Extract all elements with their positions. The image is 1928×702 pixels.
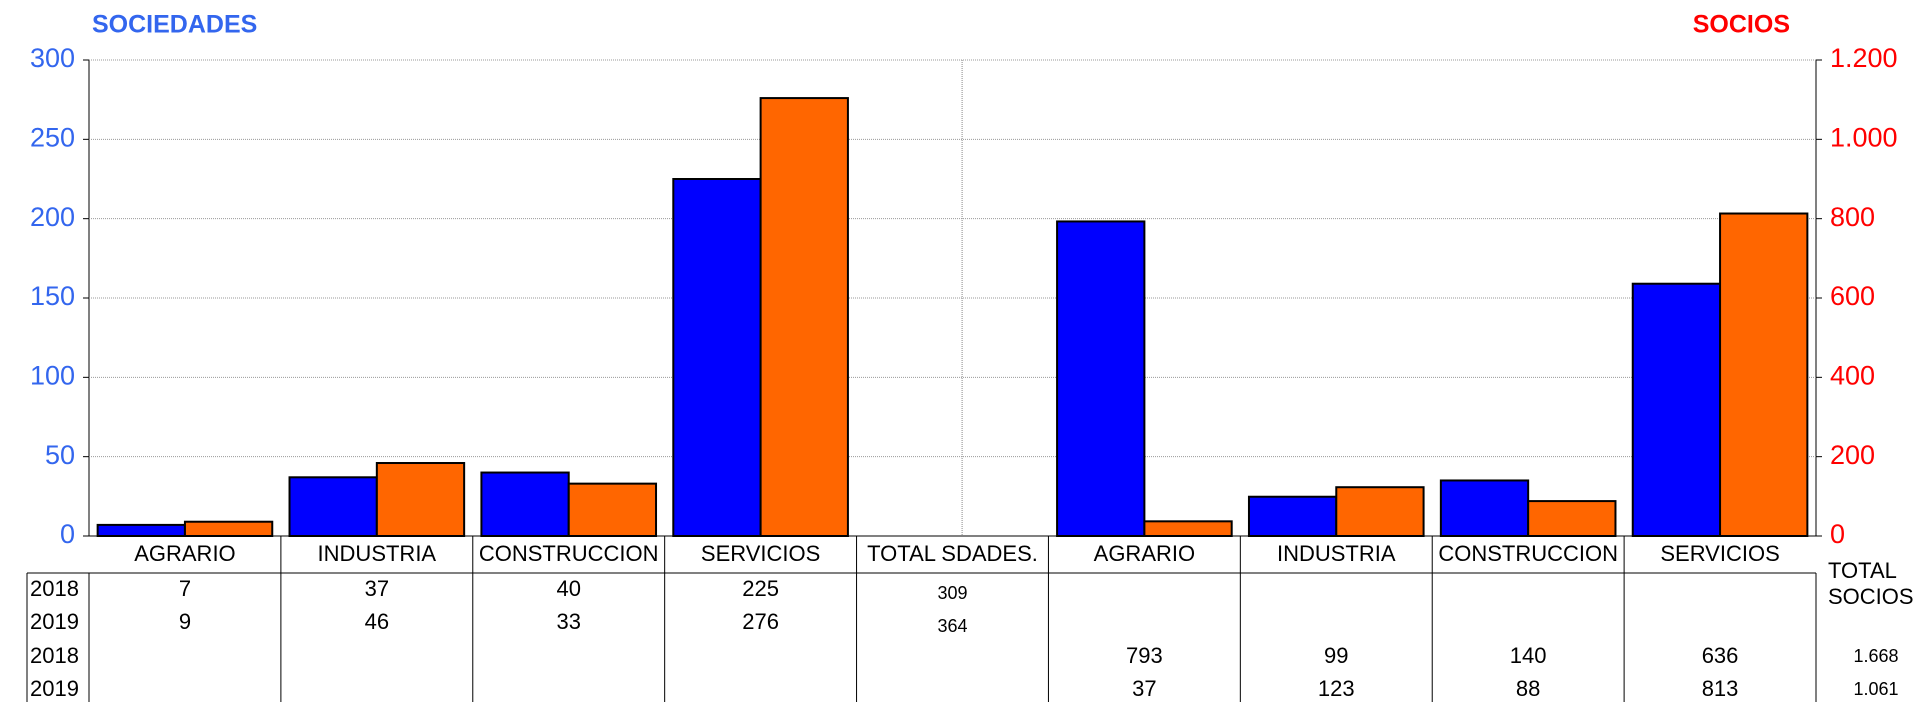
y2-axis-title: SOCIOS [1693,11,1790,39]
x-tick-label: INDUSTRIA [318,541,437,566]
bar [1719,212,1809,537]
total-column-label: TOTAL SOCIOS [1828,558,1914,609]
y-tick-label: 250 [30,122,75,152]
bar [1247,495,1338,538]
bar [1056,220,1146,537]
bar [288,476,378,537]
table-cell: 37 [365,576,389,601]
bar [375,462,466,537]
bar [672,178,762,537]
y-tick-label: 150 [30,281,75,311]
row-label: 2019 [30,609,79,634]
bar [1631,282,1722,537]
y2-tick-label: 0 [1830,519,1845,549]
table-cell: 140 [1510,643,1547,668]
bar [1143,520,1233,537]
bar [96,523,186,537]
x-tick-label: TOTAL SDADES. [867,541,1038,566]
table-cell: 636 [1702,643,1739,668]
x-tick-label: SERVICIOS [701,541,820,566]
table-cell: 37 [1132,676,1156,701]
y2-tick-label: 1.000 [1830,122,1898,152]
table-cell: 9 [179,609,191,634]
y2-tick-label: 400 [1830,360,1875,390]
row-label: 2018 [30,643,79,668]
table-cell: 123 [1318,676,1355,701]
x-tick-label: INDUSTRIA [1277,541,1396,566]
table-cell: 40 [556,576,580,601]
y-tick-label: 300 [30,43,75,73]
table-cell: 99 [1324,643,1348,668]
x-tick-label: AGRARIO [1094,541,1195,566]
table-cell: 813 [1702,676,1739,701]
table-cell: 7 [179,576,191,601]
y2-tick-label: 1.200 [1830,43,1898,73]
table-cell: 276 [742,609,779,634]
x-tick-label: SERVICIOS [1660,541,1779,566]
table-cell: 225 [742,576,779,601]
total-cell: 1.061 [1853,679,1898,699]
y-tick-label: 100 [30,360,75,390]
bar [1527,500,1617,537]
y-tick-label: 50 [45,440,75,470]
y-tick-label: 0 [60,519,75,549]
y-tick-label: 200 [30,202,75,232]
bar [567,482,658,538]
bar [1439,479,1530,538]
x-tick-label: AGRARIO [134,541,235,566]
row-label: 2018 [30,576,79,601]
bar [183,520,274,537]
row-label: 2019 [30,676,79,701]
y-axis-title: SOCIEDADES [92,11,257,39]
table-cell: 793 [1126,643,1163,668]
table-cell: 46 [365,609,389,634]
y2-tick-label: 600 [1830,281,1875,311]
table-cell: 33 [556,609,580,634]
bar [480,471,570,537]
total-cell: 1.668 [1853,646,1898,666]
bar [759,97,849,538]
table-cell: 88 [1516,676,1540,701]
bar [1335,486,1425,537]
y2-tick-label: 200 [1830,440,1875,470]
y2-tick-label: 800 [1830,202,1875,232]
total-cell: 364 [937,616,967,636]
x-tick-label: CONSTRUCCION [479,541,659,566]
x-tick-label: CONSTRUCCION [1438,541,1618,566]
total-cell: 309 [937,583,967,603]
